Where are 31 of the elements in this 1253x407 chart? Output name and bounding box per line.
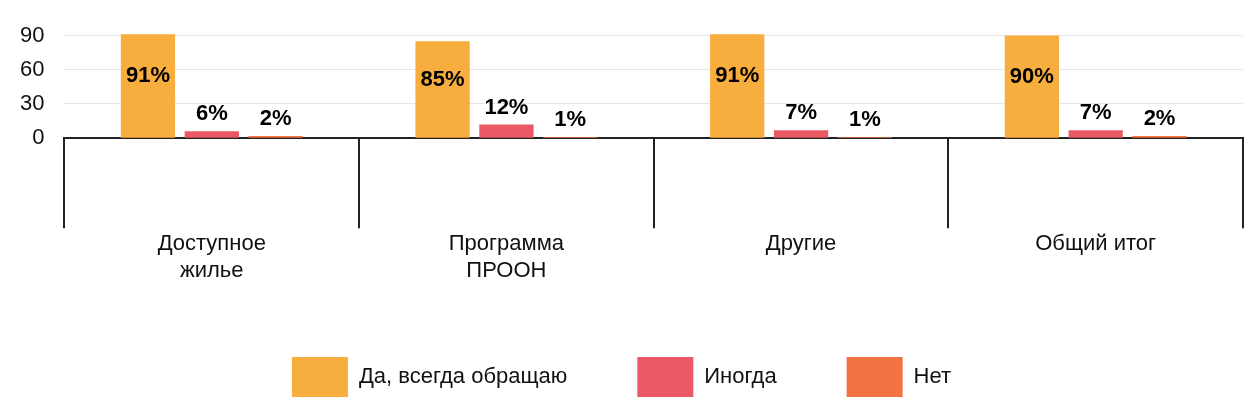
data-label: 7% <box>785 99 817 125</box>
legend-label: Нет <box>913 363 952 389</box>
data-label: 7% <box>1079 99 1112 125</box>
bar <box>1004 35 1059 138</box>
x-tick-label: Программа ПРООН <box>448 230 565 282</box>
bar <box>415 41 470 138</box>
bar <box>1068 130 1123 138</box>
y-tick-label: 60 <box>19 55 45 81</box>
data-label: 90% <box>1009 62 1054 88</box>
data-label: 2% <box>259 104 292 130</box>
data-label: 85% <box>420 65 465 91</box>
bar <box>184 131 239 138</box>
y-tick-label: 90 <box>19 21 45 47</box>
x-tick-label: Общий итог <box>1035 230 1157 256</box>
x-tick-label: Доступное жилье <box>157 230 266 282</box>
bar <box>710 34 765 138</box>
data-label: 91% <box>715 62 760 88</box>
bar <box>120 34 176 138</box>
data-label: 1% <box>848 106 881 132</box>
bar <box>479 124 534 138</box>
data-label: 1% <box>554 106 587 132</box>
y-tick-label: 30 <box>19 90 45 116</box>
data-label: 91% <box>125 62 170 88</box>
legend-label: Да, всегда обращаю <box>358 363 568 389</box>
x-tick-label: Другие <box>765 230 837 256</box>
data-label: 12% <box>484 93 529 119</box>
data-label: 6% <box>195 100 228 126</box>
bar <box>773 130 829 138</box>
y-tick-label: 0 <box>32 124 45 150</box>
legend-label: Иногда <box>704 363 778 389</box>
data-label: 2% <box>1143 104 1176 130</box>
